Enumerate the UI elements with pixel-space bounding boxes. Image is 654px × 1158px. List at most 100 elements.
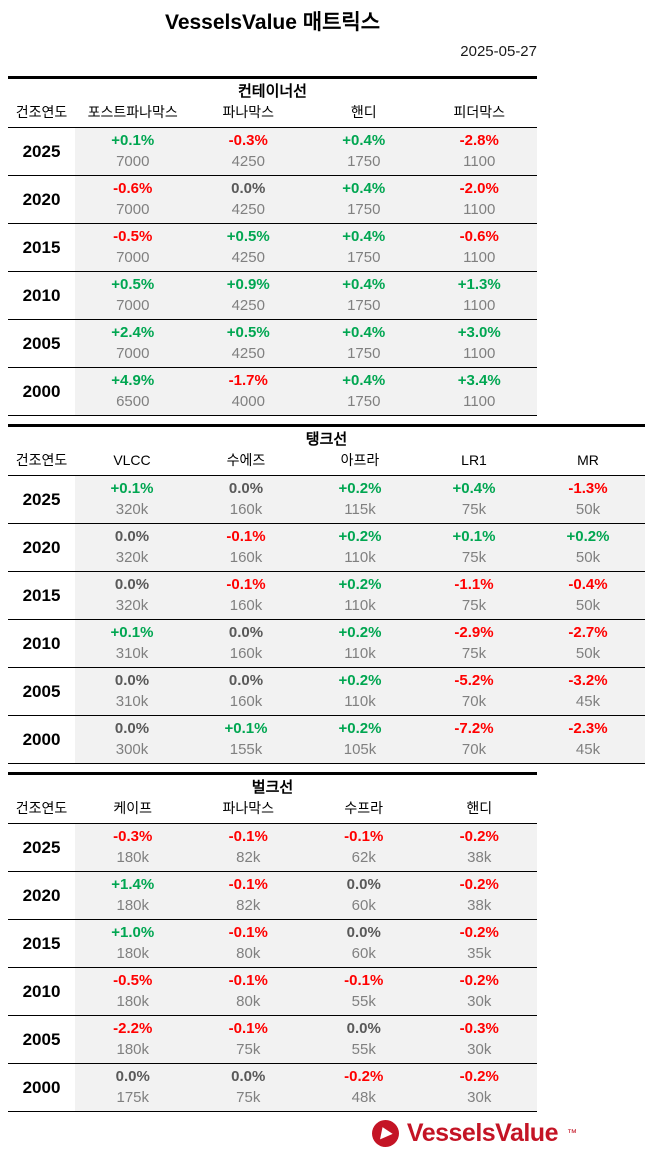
data-cell: 0.0% 320k [75,572,189,619]
cell-value: 82k [236,849,261,866]
column-header: 피더막스 [453,104,506,120]
data-cell: 0.0% 4250 [190,176,306,223]
pct-change: +0.4% [452,480,496,497]
data-cell: -0.1% 75k [190,1016,306,1063]
cell-value: 6500 [116,393,150,410]
data-cell: 0.0% 310k [75,668,189,715]
pct-change: -0.1% [228,828,268,845]
pct-change: -0.1% [226,528,266,545]
pct-change: -3.2% [568,672,608,689]
column-header: 수프라 [344,800,384,816]
pct-change: +0.5% [226,228,270,245]
cell-value: 75k [236,1089,261,1106]
data-cell: -0.2% 38k [421,872,537,919]
cell-value: 320k [115,597,149,614]
year-cell: 2000 [8,368,75,415]
table-row: 2015 0.0% 320k -0.1% 160k +0.2% 110k -1.1% 75k -0… [8,572,645,620]
pct-change: +0.9% [226,276,270,293]
pct-change: +1.0% [111,924,155,941]
pct-change: -0.1% [228,1020,268,1037]
pct-change: +1.3% [457,276,501,293]
pct-change: -2.9% [454,624,494,641]
pct-change: +0.4% [342,132,386,149]
pct-change: -0.6% [459,228,499,245]
pct-change: +0.2% [338,480,382,497]
table-title: 탱크선 [305,431,348,448]
column-header: 케이프 [113,800,153,816]
pct-change: -0.3% [459,1020,499,1037]
column-header: 포스트파나막스 [87,104,178,120]
pct-change: -2.8% [459,132,499,149]
year-column-header: 건조연도 [15,800,68,816]
cell-value: 180k [116,1041,150,1058]
data-cell: 0.0% 175k [75,1064,191,1111]
pct-change: +0.4% [342,228,386,245]
pct-change: +0.2% [338,720,382,737]
cell-value: 1750 [347,345,381,362]
cell-value: 105k [343,741,377,758]
pct-change: -7.2% [454,720,494,737]
cell-value: 155k [229,741,263,758]
cell-value: 180k [116,993,150,1010]
pct-change: -2.2% [113,1020,153,1037]
pct-change: -0.3% [113,828,153,845]
pct-change: +4.9% [111,372,155,389]
data-cell: -1.7% 4000 [190,368,306,415]
table-container-ships: 컨테이너선 건조연도 포스트파나막스 파나막스 핸디 피더막스 2025 +0.1% 7000-… [8,76,537,416]
table-row: 2000 +4.9% 6500 -1.7% 4000 +0.4% 1750 +3.4% 1100 [8,368,537,416]
year-cell: 2010 [8,620,75,667]
cell-value: 310k [115,645,149,662]
pct-change: 0.0% [114,576,150,593]
data-cell: +0.1% 75k [417,524,531,571]
pct-change: +0.1% [224,720,268,737]
pct-change: -0.1% [226,576,266,593]
data-cell: 0.0% 160k [189,620,303,667]
column-header: 파나막스 [222,800,275,816]
pct-change: 0.0% [114,672,150,689]
pct-change: +0.1% [111,132,155,149]
table-row: 2020 -0.6% 7000 0.0% 4250 +0.4% 1750 -2.0% 1100 [8,176,537,224]
pct-change: -0.2% [459,972,499,989]
pct-change: -0.1% [228,924,268,941]
pct-change: -0.5% [113,228,153,245]
data-cell: 0.0% 300k [75,716,189,763]
data-cell: -0.6% 1100 [421,224,537,271]
data-cell: -2.0% 1100 [421,176,537,223]
cell-value: 75k [236,1041,261,1058]
data-cell: -0.1% 82k [190,872,306,919]
column-header: MR [577,452,599,468]
pct-change: 0.0% [114,720,150,737]
data-cell: +0.1% 310k [75,620,189,667]
cell-value: 1750 [347,201,381,218]
cell-value: 45k [575,693,601,710]
data-cell: +0.4% 1750 [306,368,422,415]
report-date: 2025-05-27 [460,43,537,60]
data-cell: -0.5% 180k [75,968,191,1015]
cell-value: 75k [461,549,487,566]
cell-value: 75k [461,501,487,518]
data-cell: -2.7% 50k [531,620,645,667]
data-cell: +0.2% 110k [303,572,417,619]
pct-change: +0.2% [338,672,382,689]
pct-change: +3.0% [457,324,501,341]
pct-change: -2.0% [459,180,499,197]
cell-value: 1100 [463,297,496,314]
pct-change: -1.1% [454,576,494,593]
data-cell: +0.9% 4250 [190,272,306,319]
data-cell: +1.0% 180k [75,920,191,967]
data-cell: 0.0% 60k [306,872,422,919]
cell-value: 1750 [347,249,381,266]
pct-change: +0.1% [110,480,154,497]
pct-change: -1.3% [568,480,608,497]
table-row: 2020 0.0% 320k -0.1% 160k +0.2% 110k +0.1% 75k +0… [8,524,645,572]
pct-change: -0.2% [459,828,499,845]
data-cell: -2.3% 45k [531,716,645,763]
pct-change: +0.5% [226,324,270,341]
pct-change: +1.4% [111,876,155,893]
cell-value: 160k [229,549,263,566]
pct-change: +0.5% [111,276,155,293]
cell-value: 1100 [463,249,496,266]
matrix-tables: 컨테이너선 건조연도 포스트파나막스 파나막스 핸디 피더막스 2025 +0.1% 7000-… [0,76,654,1112]
cell-value: 80k [236,945,261,962]
data-cell: +3.4% 1100 [421,368,537,415]
